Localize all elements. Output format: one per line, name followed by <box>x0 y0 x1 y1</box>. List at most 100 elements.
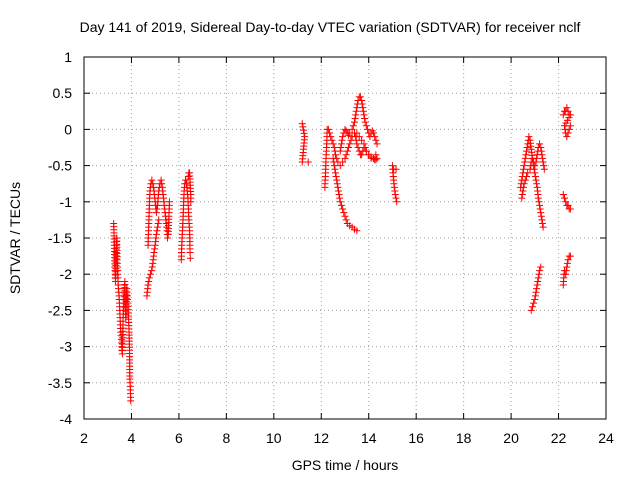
data-point <box>148 267 156 275</box>
x-tick-label: 4 <box>128 430 136 446</box>
data-point <box>518 191 526 199</box>
data-point <box>299 126 307 134</box>
y-tick-label: -1 <box>60 194 73 210</box>
data-point <box>520 183 528 191</box>
data-point <box>349 122 357 130</box>
data-point <box>534 277 542 285</box>
data-point <box>359 107 367 115</box>
x-tick-label: 2 <box>80 430 88 446</box>
data-point <box>360 144 368 151</box>
y-tick-label: 1 <box>64 49 72 65</box>
data-point <box>148 263 156 271</box>
data-points <box>110 93 574 405</box>
data-point <box>538 216 546 224</box>
x-tick-labels: 2 4 6 8 10 12 14 16 18 20 22 24 <box>80 430 614 446</box>
y-tick-label: -2 <box>60 266 73 282</box>
data-point <box>155 216 163 224</box>
data-point <box>564 201 572 209</box>
data-point <box>182 176 190 184</box>
data-point <box>152 209 160 217</box>
data-point <box>539 223 547 231</box>
data-point <box>539 220 547 228</box>
data-point <box>391 191 399 199</box>
data-point <box>559 111 567 119</box>
data-point <box>304 158 312 166</box>
data-point <box>392 165 400 173</box>
data-point <box>539 158 547 166</box>
data-point <box>360 111 368 119</box>
x-axis-label: GPS time / hours <box>292 457 399 473</box>
data-point <box>520 180 528 188</box>
data-point <box>371 133 379 141</box>
data-point <box>523 172 531 180</box>
data-point <box>334 187 342 195</box>
data-point <box>520 162 528 170</box>
data-point <box>534 194 542 202</box>
data-point <box>564 107 572 115</box>
data-point <box>153 227 161 235</box>
data-point <box>339 133 347 141</box>
x-tick-label: 24 <box>598 430 614 446</box>
data-point <box>329 154 337 162</box>
data-point <box>358 100 366 108</box>
y-tick-label: 0.5 <box>53 85 73 101</box>
data-point <box>521 154 529 162</box>
data-point <box>352 136 360 144</box>
data-point <box>523 147 531 155</box>
data-point <box>328 136 336 144</box>
data-point <box>361 118 369 126</box>
data-point <box>340 209 348 217</box>
y-tick-label: -0.5 <box>48 158 72 174</box>
data-point <box>337 201 345 209</box>
data-point <box>531 172 539 180</box>
data-point <box>534 274 542 282</box>
data-point <box>530 299 538 307</box>
data-point <box>521 158 529 166</box>
data-point <box>336 147 344 155</box>
data-point <box>566 205 574 213</box>
data-point <box>537 263 545 271</box>
data-point <box>562 267 570 275</box>
data-point <box>533 154 541 162</box>
data-point <box>186 254 194 262</box>
data-point <box>339 158 347 166</box>
data-point <box>153 205 161 213</box>
data-point <box>359 104 367 112</box>
data-point <box>348 125 356 133</box>
data-point <box>187 198 195 206</box>
data-point <box>563 104 571 112</box>
data-point <box>373 154 381 162</box>
data-point <box>535 198 543 206</box>
data-point <box>362 147 370 155</box>
data-point <box>346 140 354 148</box>
data-point <box>299 123 307 131</box>
data-point <box>535 270 543 278</box>
data-point <box>393 198 401 206</box>
data-point <box>331 165 339 173</box>
data-point <box>521 176 529 184</box>
y-tick-labels: 1 0.5 0 -0.5 -1 -1.5 -2 -2.5 -3 -3.5 -4 <box>48 49 72 427</box>
data-point <box>537 209 545 217</box>
data-point <box>298 158 306 166</box>
data-point <box>562 270 570 278</box>
data-point <box>560 122 568 130</box>
y-tick-label: -4 <box>60 411 73 427</box>
data-point <box>154 220 162 228</box>
data-point <box>342 216 350 224</box>
y-tick-label: -1.5 <box>48 230 72 246</box>
data-point <box>150 248 158 256</box>
data-point <box>527 306 535 314</box>
data-point <box>337 140 345 148</box>
data-point <box>520 165 528 173</box>
data-point <box>127 397 135 405</box>
data-point <box>343 147 351 155</box>
x-tick-label: 6 <box>175 430 183 446</box>
data-point <box>519 187 527 195</box>
data-point <box>327 133 335 141</box>
data-point <box>165 198 173 206</box>
data-point <box>300 129 308 137</box>
data-point <box>324 125 332 133</box>
data-point <box>354 144 362 151</box>
data-point <box>342 151 350 159</box>
